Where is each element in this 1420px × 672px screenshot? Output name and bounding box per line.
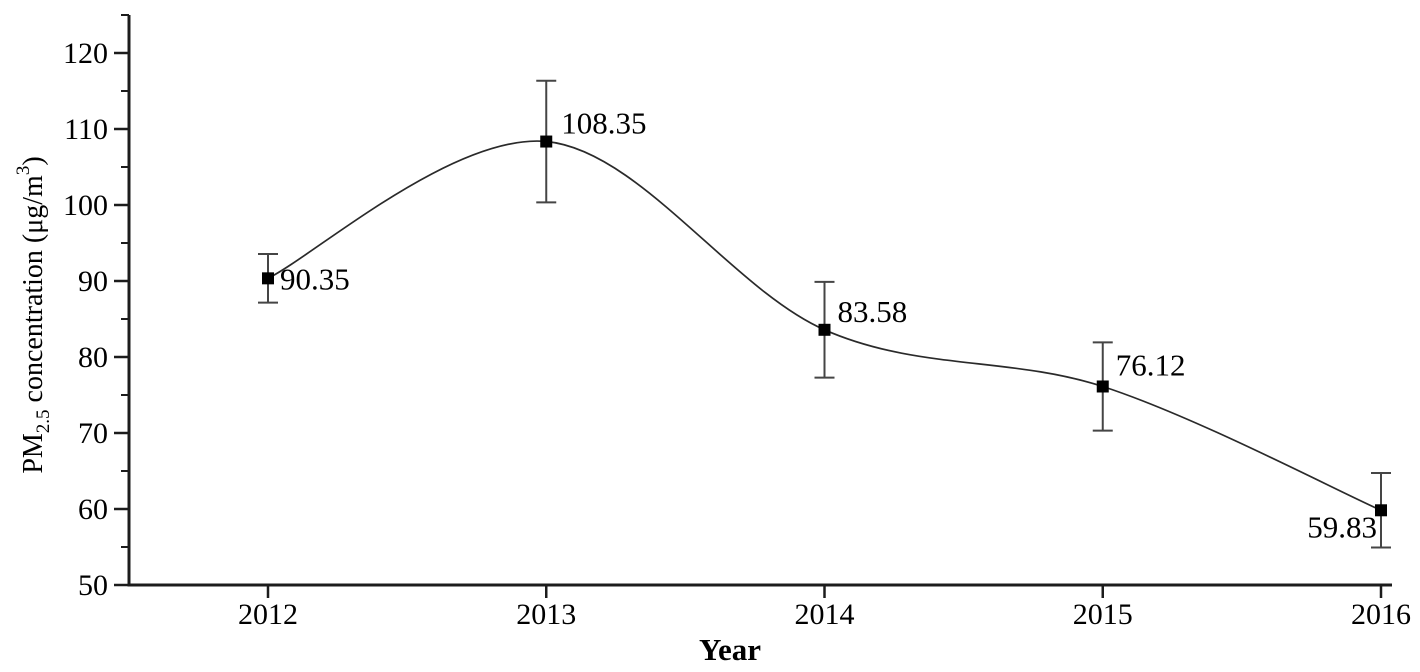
y-tick-label: 90 — [78, 265, 108, 298]
y-tick-label: 80 — [78, 341, 108, 374]
point-value-label: 76.12 — [1116, 347, 1186, 382]
data-point-marker — [818, 323, 831, 336]
y-tick-label: 100 — [63, 189, 108, 222]
data-point-marker — [1375, 504, 1387, 517]
x-tick-label: 2015 — [1073, 598, 1133, 631]
y-axis-title: PM2.5 concentration (μg/m3) — [13, 156, 54, 473]
y-tick-label: 110 — [64, 113, 108, 146]
data-point-marker — [540, 135, 553, 148]
x-tick-label: 2016 — [1351, 598, 1411, 631]
y-tick-label: 50 — [78, 569, 108, 602]
x-tick-label: 2012 — [238, 598, 298, 631]
point-value-label: 108.35 — [561, 106, 646, 141]
y-tick-label: 60 — [78, 493, 108, 526]
point-value-label: 83.58 — [838, 294, 908, 329]
data-point-marker — [1096, 380, 1109, 393]
data-point-marker — [262, 272, 274, 285]
x-tick-label: 2013 — [516, 598, 576, 631]
data-curve — [267, 140, 1382, 512]
point-value-label: 90.35 — [280, 261, 350, 296]
y-tick-label: 120 — [63, 37, 108, 70]
point-value-label: 59.83 — [1307, 509, 1377, 544]
x-axis-title: Year — [699, 632, 761, 667]
x-tick-label: 2014 — [795, 598, 855, 631]
y-tick-label: 70 — [78, 417, 108, 450]
